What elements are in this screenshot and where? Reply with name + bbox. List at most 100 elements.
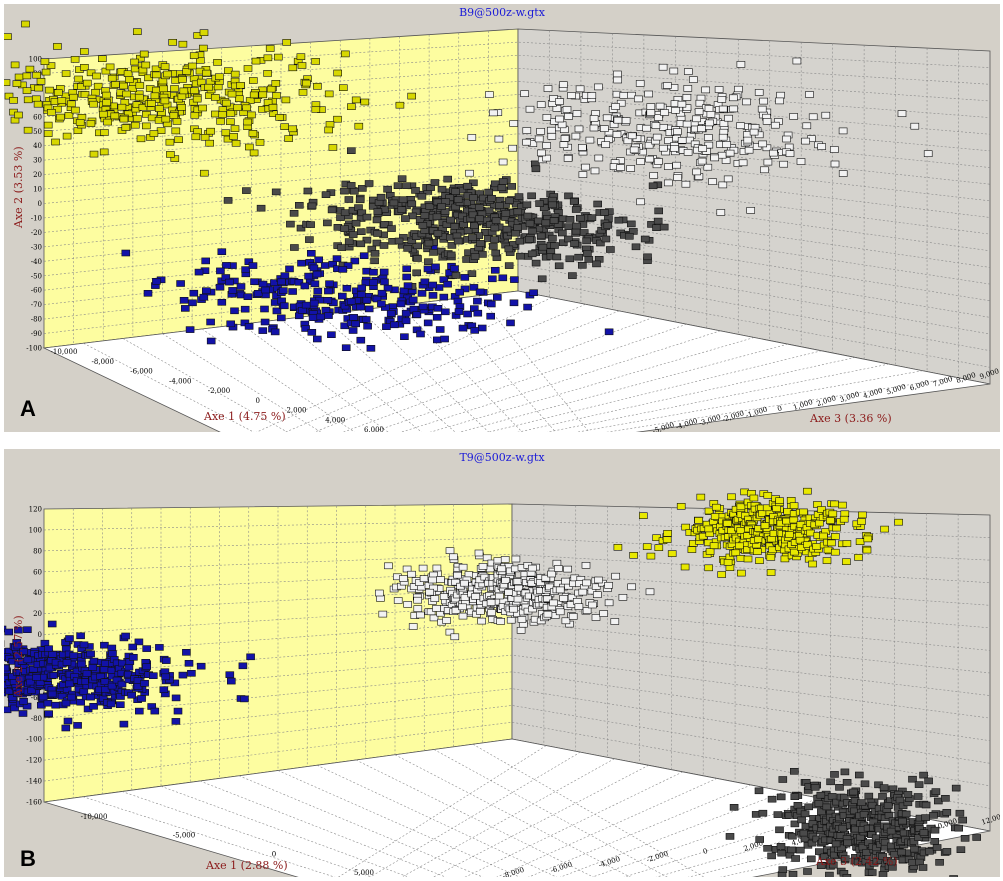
chart-a-point-series-2 [672,161,682,169]
chart-a-point-series-2 [717,96,727,103]
chart-a-point-series-3 [453,237,463,245]
chart-b-point-series-1 [4,664,10,672]
chart-b-point-series-1 [225,671,235,678]
chart-a-point-series-2 [817,143,827,150]
chart-b-point-series-3 [705,548,715,555]
chart-a-point-series-3 [631,243,641,251]
chart-a-point-series-1 [130,58,139,66]
chart-b-point-series-1 [171,694,181,702]
chart-a-point-series-2 [808,113,818,121]
chart-a-point-series-2 [537,149,546,157]
chart-a-point-series-2 [651,122,661,129]
chart-b-point-series-1 [19,648,28,655]
chart-a-point-series-2 [634,95,643,103]
chart-b-point-series-2 [497,565,507,573]
chart-a-point-series-1 [191,133,201,141]
chart-b-point-series-4 [803,868,812,875]
chart-a-point-series-2 [682,94,692,101]
chart-b-point-series-2 [430,595,440,602]
chart-a-point-series-4 [389,321,399,329]
chart-a-point-series-3 [534,217,543,225]
chart-b-point-series-1 [49,672,59,679]
chart-a-xtick: -4,000 [169,377,191,385]
chart-a-point-series-3 [340,209,350,216]
chart-b-point-series-3 [725,564,735,571]
chart-a-point-series-3 [497,184,507,191]
chart-a-point-series-4 [121,249,131,257]
chart-a-point-series-3 [296,224,306,232]
chart-a-point-series-4 [362,296,372,304]
chart-b-point-series-4 [867,869,877,876]
chart-a-point-series-2 [830,160,840,168]
chart-b-point-series-3 [755,557,764,564]
chart-a-point-series-2 [571,132,581,140]
chart-a-point-series-4 [300,282,310,290]
chart-a-point-series-3 [447,242,457,249]
chart-a-point-series-2 [728,94,738,102]
chart-b-point-series-4 [778,866,788,873]
chart-a-point-series-3 [513,224,522,231]
chart-b-point-series-1 [65,680,74,688]
chart-b-ytick: 0 [38,631,42,639]
chart-a-point-series-4 [356,291,366,298]
chart-b-point-series-2 [517,616,527,623]
chart-a-point-series-4 [312,335,322,343]
chart-a-point-series-1 [77,83,86,90]
chart-b-point-series-2 [428,576,437,584]
chart-a-point-series-4 [377,300,386,308]
chart-a-point-series-4 [260,305,269,313]
chart-a-point-series-1 [229,133,238,140]
chart-a-point-series-1 [282,39,292,46]
chart-a-point-series-4 [250,278,259,286]
chart-a-point-series-2 [670,145,679,152]
chart-a-point-series-1 [242,104,251,112]
chart-b-point-series-2 [549,599,558,607]
chart-b-point-series-2 [599,610,608,617]
chart-a-point-series-3 [383,185,392,193]
chart-a-point-series-1 [166,151,175,158]
chart-a-point-series-1 [243,118,252,126]
chart-b-point-series-4 [817,808,826,816]
chart-a-point-series-3 [355,196,365,204]
chart-a-xtick: 6,000 [364,426,384,432]
chart-a-point-series-3 [495,202,504,209]
chart-a-point-series-1 [32,71,41,79]
chart-a-point-series-3 [541,219,551,227]
chart-a-point-series-3 [306,221,315,228]
chart-a-point-series-3 [372,216,382,224]
chart-b-point-series-2 [487,609,496,616]
chart-a-point-series-4 [487,275,497,283]
chart-a-point-series-3 [453,196,463,203]
chart-a-ytick: 10 [33,186,42,194]
chart-a-point-series-1 [313,83,322,90]
chart-a-point-series-4 [431,263,440,271]
chart-b-point-series-2 [418,564,428,572]
chart-a-point-series-1 [135,93,144,101]
chart-a-ztick: 0 [776,404,783,413]
chart-a-point-series-4 [244,323,254,330]
chart-a-point-series-1 [75,119,85,126]
chart-a-point-series-4 [188,299,197,307]
chart-b-point-series-3 [754,536,763,543]
chart-a-point-series-4 [253,289,263,297]
chart-b-point-series-4 [816,791,826,799]
chart-b-point-series-4 [932,844,942,851]
chart-a-point-series-3 [654,207,664,215]
chart-a-point-series-1 [255,139,265,146]
chart-a-point-series-2 [775,97,784,105]
chart-b-point-series-1 [196,662,206,670]
chart-a-point-series-4 [217,248,227,255]
chart-a-point-series-1 [395,101,405,109]
chart-b-point-series-4 [942,808,952,816]
chart-a-point-series-3 [527,250,537,258]
chart-a-point-series-3 [491,249,501,257]
chart-b-point-series-1 [127,691,136,699]
chart-b-point-series-3 [696,493,706,501]
chart-b-point-series-1 [27,687,37,694]
chart-a-point-series-3 [565,255,575,263]
chart-a-point-series-1 [231,140,241,147]
chart-a-point-series-1 [192,95,202,103]
chart-b-point-series-1 [135,707,144,715]
chart-a-point-series-2 [673,174,682,181]
chart-b-point-series-2 [436,576,445,583]
